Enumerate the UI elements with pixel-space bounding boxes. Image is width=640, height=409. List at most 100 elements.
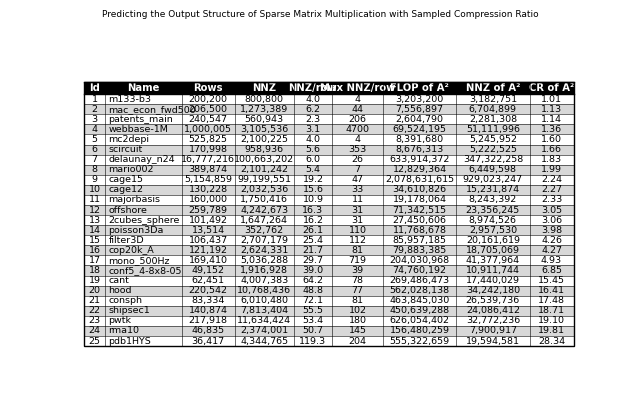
Text: 11: 11 [351, 196, 364, 204]
Text: 10.9: 10.9 [303, 196, 323, 204]
Text: 6,449,598: 6,449,598 [469, 165, 517, 174]
Text: CR of A²: CR of A² [529, 83, 574, 93]
Text: 50.7: 50.7 [303, 326, 323, 335]
Text: 169,410: 169,410 [189, 256, 228, 265]
Text: conf5_4-8x8-05: conf5_4-8x8-05 [108, 266, 182, 275]
Text: NNZ: NNZ [252, 83, 276, 93]
Text: 2: 2 [92, 105, 98, 114]
Text: patents_main: patents_main [108, 115, 173, 124]
Text: 1.83: 1.83 [541, 155, 562, 164]
Text: 8,676,313: 8,676,313 [396, 145, 444, 154]
Text: 269,486,473: 269,486,473 [390, 276, 450, 285]
Text: 4: 4 [355, 94, 360, 103]
Text: 200,200: 200,200 [189, 94, 228, 103]
Bar [84, 336, 573, 346]
Text: 4.26: 4.26 [541, 236, 562, 245]
Text: 1,647,264: 1,647,264 [240, 216, 288, 225]
Text: 15,231,874: 15,231,874 [466, 185, 520, 194]
Text: 3,203,200: 3,203,200 [396, 94, 444, 103]
Text: 11,768,678: 11,768,678 [392, 226, 447, 235]
Text: 1.36: 1.36 [541, 125, 562, 134]
Bar [84, 155, 573, 165]
Text: 1.60: 1.60 [541, 135, 562, 144]
Text: 562,028,138: 562,028,138 [390, 286, 450, 295]
Text: 3.98: 3.98 [541, 226, 562, 235]
Text: 1,273,389: 1,273,389 [240, 105, 288, 114]
Text: 259,789: 259,789 [189, 205, 228, 214]
Text: 1: 1 [92, 94, 98, 103]
Text: mc2depi: mc2depi [108, 135, 149, 144]
Text: 206,500: 206,500 [189, 105, 228, 114]
Text: 217,918: 217,918 [189, 317, 228, 326]
Text: 9: 9 [92, 175, 98, 184]
Text: 1,750,416: 1,750,416 [240, 196, 288, 204]
Text: NNZ/row: NNZ/row [289, 83, 337, 93]
Text: 25.4: 25.4 [303, 236, 323, 245]
Text: hood: hood [108, 286, 132, 295]
Text: 1.14: 1.14 [541, 115, 562, 124]
Text: 39: 39 [351, 266, 364, 275]
Text: 633,914,372: 633,914,372 [389, 155, 450, 164]
Text: 560,943: 560,943 [244, 115, 284, 124]
Text: 5,154,859: 5,154,859 [184, 175, 232, 184]
Text: 20,161,619: 20,161,619 [466, 236, 520, 245]
Text: 24,086,412: 24,086,412 [466, 306, 520, 315]
Text: 7,556,897: 7,556,897 [396, 105, 444, 114]
Text: 27,450,606: 27,450,606 [392, 216, 447, 225]
Text: 929,023,247: 929,023,247 [463, 175, 523, 184]
Text: Id: Id [89, 83, 100, 93]
Bar [84, 195, 573, 205]
Text: 101,492: 101,492 [189, 216, 228, 225]
Text: m133-b3: m133-b3 [108, 94, 152, 103]
Text: 48.8: 48.8 [303, 286, 323, 295]
Text: 719: 719 [349, 256, 367, 265]
Text: 5.4: 5.4 [305, 165, 321, 174]
Text: 204,030,968: 204,030,968 [390, 256, 450, 265]
Bar [84, 306, 573, 316]
Text: 6.2: 6.2 [305, 105, 321, 114]
Text: 4700: 4700 [346, 125, 369, 134]
Text: 78: 78 [351, 276, 364, 285]
Text: 19,178,064: 19,178,064 [392, 196, 447, 204]
Text: 44: 44 [351, 105, 364, 114]
Text: 46,835: 46,835 [191, 326, 225, 335]
Text: 5: 5 [92, 135, 98, 144]
Text: 21.7: 21.7 [303, 246, 323, 255]
Text: 112: 112 [349, 236, 367, 245]
Text: 5,245,952: 5,245,952 [469, 135, 517, 144]
Text: 62,451: 62,451 [191, 276, 225, 285]
Bar [84, 296, 573, 306]
Text: 53.4: 53.4 [302, 317, 323, 326]
Text: 10,911,744: 10,911,744 [466, 266, 520, 275]
Text: 19,594,581: 19,594,581 [466, 337, 520, 346]
Text: 14: 14 [89, 226, 100, 235]
Text: 626,054,402: 626,054,402 [390, 317, 449, 326]
Text: 4,344,765: 4,344,765 [240, 337, 288, 346]
Text: 10,768,436: 10,768,436 [237, 286, 291, 295]
Bar [84, 235, 573, 245]
Text: 4.0: 4.0 [305, 94, 321, 103]
Text: 156,480,259: 156,480,259 [390, 326, 449, 335]
Text: 28.34: 28.34 [538, 337, 565, 346]
Text: 800,800: 800,800 [244, 94, 284, 103]
Text: 170,998: 170,998 [189, 145, 228, 154]
Text: 4.93: 4.93 [541, 256, 562, 265]
Bar [84, 82, 573, 346]
Text: 13: 13 [88, 216, 100, 225]
Text: 958,936: 958,936 [244, 145, 284, 154]
Bar [84, 215, 573, 225]
Text: 204: 204 [349, 337, 367, 346]
Text: 16,777,216: 16,777,216 [181, 155, 235, 164]
Text: 18: 18 [89, 266, 100, 275]
Text: 2.3: 2.3 [305, 115, 321, 124]
Text: cage12: cage12 [108, 185, 143, 194]
Text: 1,916,928: 1,916,928 [240, 266, 288, 275]
Text: 81: 81 [351, 246, 364, 255]
Text: 31: 31 [351, 205, 364, 214]
Text: filter3D: filter3D [108, 236, 144, 245]
Text: 34,242,180: 34,242,180 [466, 286, 520, 295]
Text: 3: 3 [92, 115, 98, 124]
Text: 39.0: 39.0 [302, 266, 323, 275]
Text: 6.85: 6.85 [541, 266, 562, 275]
Text: 145: 145 [349, 326, 367, 335]
